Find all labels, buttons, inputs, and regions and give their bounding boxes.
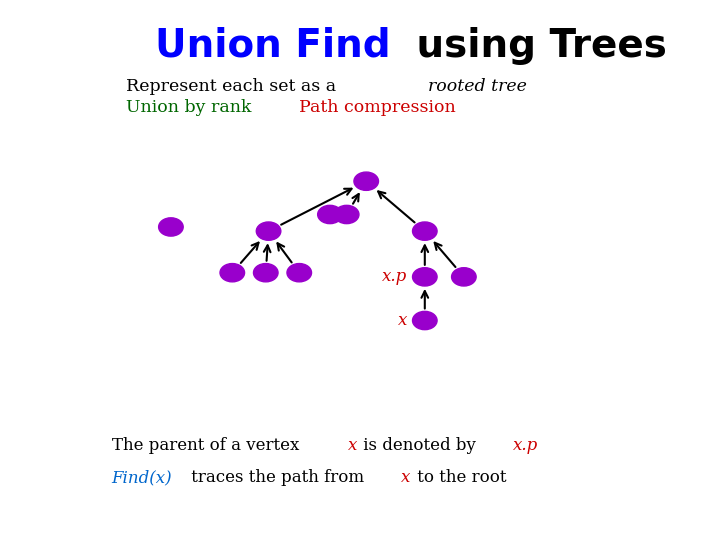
Text: Union Find: Union Find — [155, 27, 390, 65]
Circle shape — [413, 222, 437, 240]
Circle shape — [354, 172, 379, 191]
Circle shape — [334, 205, 359, 224]
Text: traces the path from: traces the path from — [186, 469, 370, 487]
Text: x.p: x.p — [513, 437, 539, 454]
Text: to the root: to the root — [412, 469, 506, 487]
Text: Path compression: Path compression — [299, 99, 456, 117]
Text: x.p: x.p — [382, 268, 407, 285]
Circle shape — [318, 205, 342, 224]
Circle shape — [253, 264, 278, 282]
Circle shape — [220, 264, 245, 282]
Text: Find(x): Find(x) — [112, 469, 172, 487]
Text: rooted tree: rooted tree — [428, 78, 527, 95]
Circle shape — [413, 312, 437, 329]
Text: Union by rank: Union by rank — [126, 99, 251, 117]
Text: The parent of a vertex: The parent of a vertex — [112, 437, 305, 454]
Circle shape — [256, 222, 281, 240]
Circle shape — [158, 218, 183, 236]
Circle shape — [287, 264, 312, 282]
Text: x: x — [348, 437, 357, 454]
Text: x: x — [397, 312, 407, 329]
Text: using Trees: using Trees — [403, 27, 667, 65]
Circle shape — [413, 268, 437, 286]
Text: Represent each set as a: Represent each set as a — [126, 78, 341, 95]
Circle shape — [451, 268, 476, 286]
Text: is denoted by: is denoted by — [358, 437, 481, 454]
Text: x: x — [401, 469, 410, 487]
